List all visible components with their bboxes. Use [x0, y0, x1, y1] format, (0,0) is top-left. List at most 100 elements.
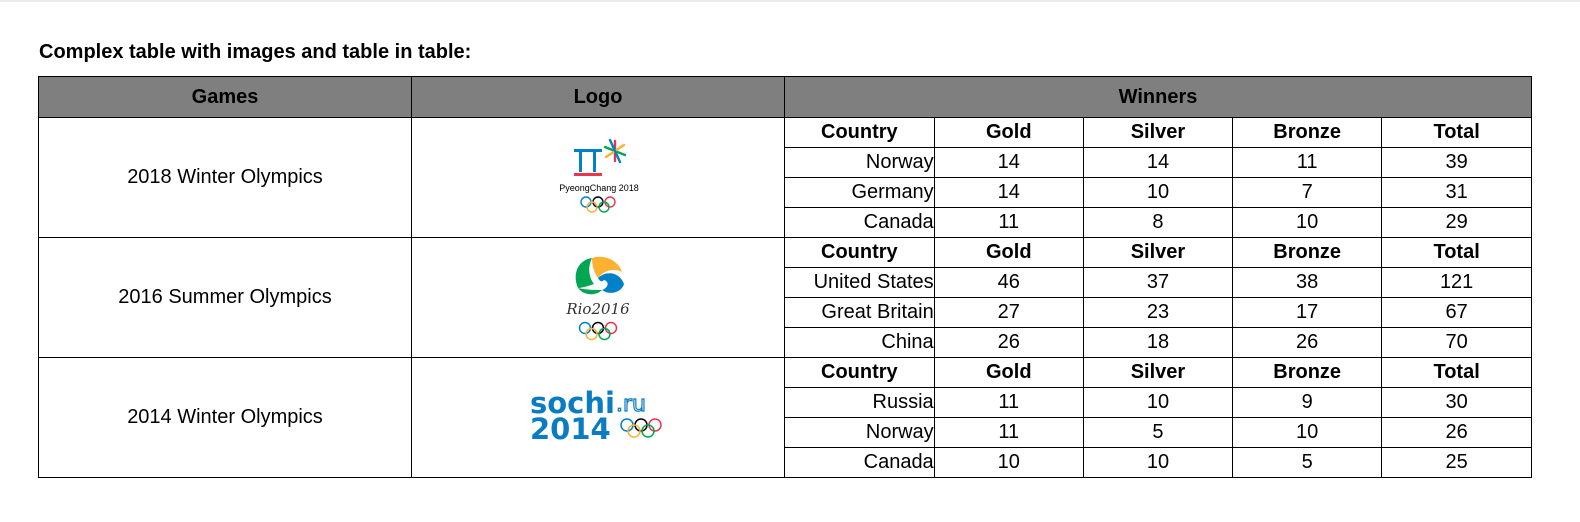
- gold: 11: [933, 207, 1084, 237]
- country: China: [785, 327, 935, 357]
- game-name: 2016 Summer Olympics: [38, 237, 412, 358]
- country: Norway: [785, 417, 935, 448]
- medal-header-row: Country Gold Silver Bronze Total: [785, 238, 1531, 268]
- total: 26: [1381, 417, 1531, 448]
- logo-caption: sochi: [530, 387, 615, 420]
- game-name: 2014 Winter Olympics: [38, 357, 412, 478]
- medal-row: Norway 14 14 11 39: [785, 147, 1531, 178]
- medal-row: Russia 11 10 9 30: [785, 387, 1531, 418]
- gold-header: Gold: [933, 238, 1084, 268]
- total: 29: [1381, 207, 1531, 237]
- logo-caption: Rio2016: [565, 300, 630, 318]
- silver-header: Silver: [1082, 118, 1234, 148]
- medal-header-row: Country Gold Silver Bronze Total: [785, 118, 1531, 148]
- bronze: 10: [1232, 207, 1383, 237]
- gold: 14: [933, 177, 1084, 208]
- logo-cell: PyeongChang 2018: [411, 117, 785, 238]
- silver: 8: [1082, 207, 1234, 237]
- medal-header-row: Country Gold Silver Bronze Total: [785, 358, 1531, 388]
- country: Norway: [785, 147, 935, 178]
- medal-row: United States 46 37 38 121: [785, 267, 1531, 298]
- bronze-header: Bronze: [1232, 358, 1383, 388]
- game-name: 2018 Winter Olympics: [38, 117, 412, 238]
- winners-cell: Country Gold Silver Bronze Total Russia …: [784, 357, 1532, 478]
- game-row: 2016 Summer Olympics Rio2016: [38, 237, 1532, 358]
- medal-row: China 26 18 26 70: [785, 327, 1531, 357]
- country-header: Country: [785, 358, 935, 388]
- header-row: Games Logo Winners: [38, 76, 1532, 118]
- silver: 14: [1082, 147, 1234, 178]
- gold: 10: [933, 447, 1084, 477]
- medal-row: Germany 14 10 7 31: [785, 177, 1531, 208]
- winners-cell: Country Gold Silver Bronze Total United …: [784, 237, 1532, 358]
- total-header: Total: [1381, 118, 1531, 148]
- medal-table: Country Gold Silver Bronze Total United …: [785, 238, 1531, 357]
- total: 31: [1381, 177, 1531, 208]
- gold: 46: [933, 267, 1084, 298]
- games-header: Games: [38, 76, 412, 118]
- country: Russia: [785, 387, 935, 418]
- silver: 37: [1082, 267, 1234, 298]
- olympics-table: Games Logo Winners 2018 Winter Olympics: [38, 76, 1532, 478]
- top-border: [0, 0, 1580, 2]
- logo-caption: PyeongChang 2018: [559, 183, 639, 193]
- sochi-2014-logo: sochi .ru 2014: [530, 387, 662, 446]
- silver: 10: [1082, 447, 1234, 477]
- game-row: 2014 Winter Olympics sochi .ru 2014: [38, 357, 1532, 478]
- medal-row: Norway 11 5 10 26: [785, 417, 1531, 448]
- bronze: 11: [1232, 147, 1383, 178]
- country-header: Country: [785, 238, 935, 268]
- silver: 5: [1082, 417, 1234, 448]
- silver: 23: [1082, 297, 1234, 328]
- total: 39: [1381, 147, 1531, 178]
- medal-row: Great Britain 27 23 17 67: [785, 297, 1531, 328]
- gold: 14: [933, 147, 1084, 178]
- bronze-header: Bronze: [1232, 238, 1383, 268]
- country: United States: [785, 267, 935, 298]
- logo-cell: Rio2016: [411, 237, 785, 358]
- total: 121: [1381, 267, 1531, 298]
- logo-year: 2014: [530, 412, 611, 446]
- rio-2016-logo: Rio2016: [565, 256, 630, 340]
- silver-header: Silver: [1082, 358, 1234, 388]
- total: 70: [1381, 327, 1531, 357]
- gold: 11: [933, 387, 1084, 418]
- gold: 26: [933, 327, 1084, 357]
- page-heading: Complex table with images and table in t…: [39, 41, 472, 63]
- bronze-header: Bronze: [1232, 118, 1383, 148]
- silver: 10: [1082, 387, 1234, 418]
- gold: 11: [933, 417, 1084, 448]
- total: 30: [1381, 387, 1531, 418]
- logo-domain: .ru: [616, 392, 646, 417]
- gold: 27: [933, 297, 1084, 328]
- silver-header: Silver: [1082, 238, 1234, 268]
- medal-row: Canada 10 10 5 25: [785, 447, 1531, 477]
- silver: 10: [1082, 177, 1234, 208]
- bronze: 38: [1232, 267, 1383, 298]
- pyeongchang-2018-logo: PyeongChang 2018: [559, 138, 639, 213]
- total-header: Total: [1381, 358, 1531, 388]
- gold-header: Gold: [933, 118, 1084, 148]
- winners-cell: Country Gold Silver Bronze Total Norway …: [784, 117, 1532, 238]
- bronze: 10: [1232, 417, 1383, 448]
- game-row: 2018 Winter Olympics PyeongChang 2018: [38, 117, 1532, 238]
- total: 67: [1381, 297, 1531, 328]
- silver: 18: [1082, 327, 1234, 357]
- country: Canada: [785, 447, 935, 477]
- winners-header: Winners: [784, 76, 1532, 118]
- bronze: 9: [1232, 387, 1383, 418]
- medal-row: Canada 11 8 10 29: [785, 207, 1531, 237]
- medal-table: Country Gold Silver Bronze Total Norway …: [785, 118, 1531, 237]
- total: 25: [1381, 447, 1531, 477]
- total-header: Total: [1381, 238, 1531, 268]
- country-header: Country: [785, 118, 935, 148]
- logo-cell: sochi .ru 2014: [411, 357, 785, 478]
- country: Germany: [785, 177, 935, 208]
- medal-table: Country Gold Silver Bronze Total Russia …: [785, 358, 1531, 477]
- gold-header: Gold: [933, 358, 1084, 388]
- bronze: 26: [1232, 327, 1383, 357]
- country: Canada: [785, 207, 935, 237]
- bronze: 7: [1232, 177, 1383, 208]
- bronze: 17: [1232, 297, 1383, 328]
- logo-header: Logo: [411, 76, 785, 118]
